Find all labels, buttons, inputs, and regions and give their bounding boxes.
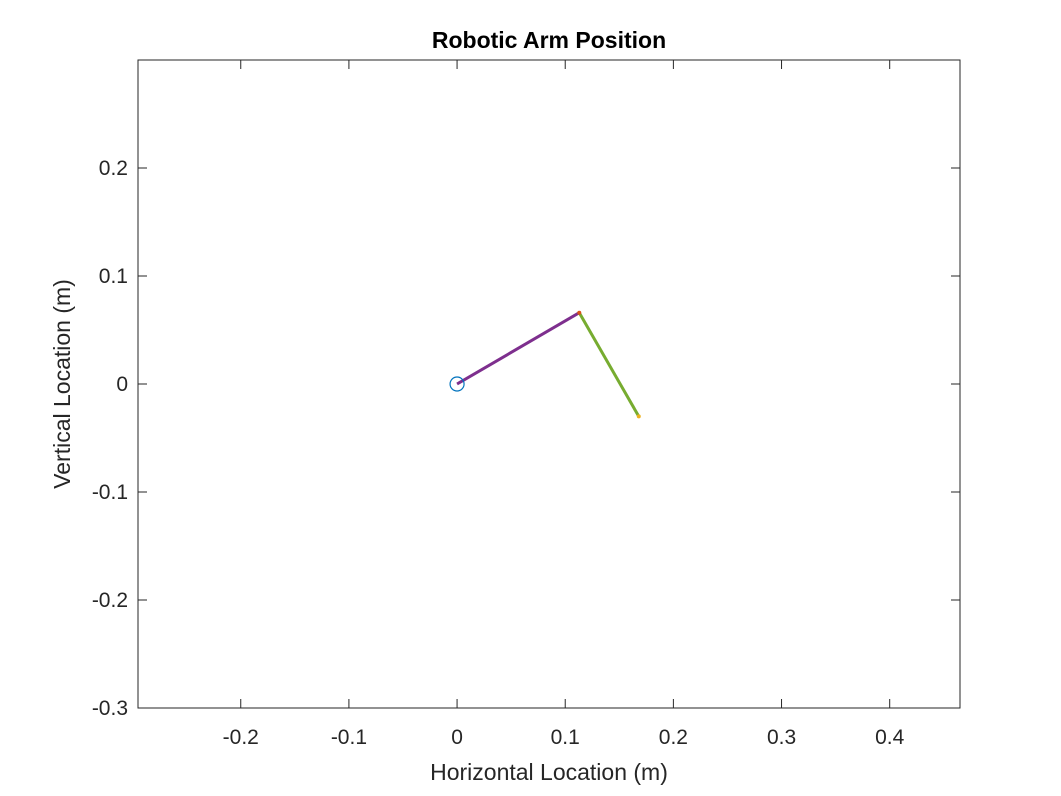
arm-segment: [456, 311, 581, 386]
y-tick-label: 0.1: [99, 265, 128, 288]
y-tick-label: -0.3: [92, 697, 128, 720]
arm-segment: [577, 311, 641, 418]
x-tick-label: 0.2: [659, 726, 688, 749]
y-tick-label: -0.2: [92, 589, 128, 612]
chart-title: Robotic Arm Position: [432, 27, 666, 53]
x-tick-label: 0: [451, 726, 463, 749]
x-tick-label: -0.2: [223, 726, 259, 749]
ticks: [138, 60, 960, 709]
joint-marker: [636, 414, 641, 419]
data-layer: [449, 310, 641, 419]
tick-labels: -0.2 -0.1 0 0.1 0.2 0.3 0.4 -0.3 -0.2 -0.1 0 0.1 0.2: [92, 157, 905, 749]
x-tick-label: -0.1: [331, 726, 367, 749]
x-tick-label: 0.3: [767, 726, 796, 749]
plot-area: [138, 60, 960, 708]
x-axis-label: Horizontal Location (m): [430, 759, 668, 785]
y-axis-label: Vertical Location (m): [49, 279, 75, 489]
x-tick-label: 0.4: [875, 726, 905, 749]
base-marker: [449, 376, 465, 392]
joint-marker: [577, 310, 582, 315]
y-tick-label: 0: [116, 373, 128, 396]
plot-frame: [137, 59, 961, 709]
y-tick-label: 0.2: [99, 157, 128, 180]
x-tick-label: 0.1: [551, 726, 580, 749]
y-tick-label: -0.1: [92, 481, 128, 504]
